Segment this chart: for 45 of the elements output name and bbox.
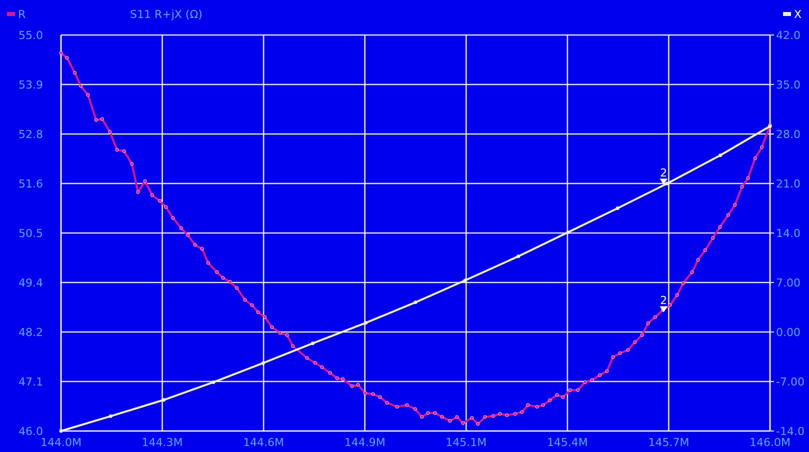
- y-tick-label: 52.8: [18, 128, 43, 141]
- y-tick-label: 49.4: [18, 276, 43, 290]
- x-tick-label: 144.9M: [344, 436, 386, 449]
- x-tick-label: 144.3M: [142, 436, 183, 449]
- y-tick-label: 53.9: [18, 78, 43, 92]
- y2-tick-label: 7.00: [776, 276, 800, 290]
- y-tick-label: 48.2: [18, 326, 43, 339]
- y2-tick-label: 14.0: [776, 226, 800, 240]
- annotation: 2: [660, 294, 668, 308]
- point: [516, 254, 520, 258]
- point: [162, 398, 166, 402]
- y-tick-label: 50.5: [18, 226, 43, 240]
- annotation: 2: [660, 166, 668, 180]
- y2-tick-label: -7.00: [776, 375, 804, 388]
- chart-title: S11 R+jX (Ω): [130, 8, 202, 21]
- point: [463, 278, 467, 282]
- y-tick-label: 46.0: [18, 424, 43, 438]
- point: [665, 182, 669, 186]
- x-tick-label: 144.0M: [40, 436, 82, 449]
- x-tick-label: 145.4M: [546, 436, 588, 449]
- y2-tick-label: 35.0: [776, 78, 800, 92]
- legend-label: X: [794, 8, 802, 21]
- y2-tick-label: 21.0: [776, 177, 800, 190]
- point: [414, 300, 418, 304]
- legend-label: R: [18, 8, 26, 21]
- point: [310, 342, 314, 346]
- y-tick-label: 51.6: [18, 177, 43, 190]
- x-tick-label: 146.0M: [750, 436, 790, 449]
- y2-tick-label: -14.0: [776, 424, 804, 438]
- x-tick-label: 145.7M: [648, 436, 690, 449]
- point: [59, 429, 63, 433]
- point: [261, 361, 265, 365]
- y-tick-label: 47.1: [18, 375, 43, 388]
- x-tick-label: 144.6M: [243, 436, 284, 449]
- point: [108, 414, 112, 418]
- y2-tick-label: 0.00: [776, 326, 800, 339]
- y2-tick-label: 28.0: [776, 128, 800, 141]
- point: [364, 321, 368, 325]
- point: [718, 153, 722, 158]
- point: [566, 230, 570, 234]
- y-tick-label: 55.0: [18, 28, 43, 42]
- point: [212, 380, 216, 384]
- x-tick-label: 145.1M: [446, 436, 487, 449]
- point: [616, 206, 620, 210]
- y2-tick-label: 42.0: [776, 28, 800, 42]
